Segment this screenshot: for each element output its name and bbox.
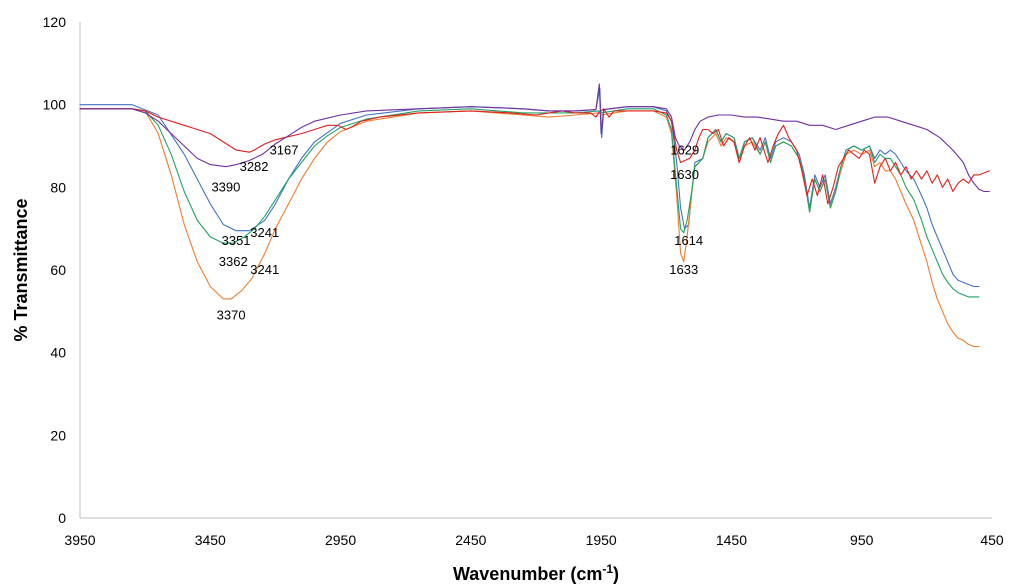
y-tick-labels: 0 20 40 60 80 100 120	[43, 14, 67, 526]
peak-annotations: 3390328231673351324133623241337016291630…	[211, 142, 703, 322]
peak-label: 1614	[674, 233, 703, 248]
series-lines	[79, 83, 990, 348]
peak-label: 3241	[250, 262, 279, 277]
peak-label: 3241	[250, 225, 279, 240]
y-axis-title: % Transmittance	[11, 198, 31, 341]
y-tick-label: 80	[50, 179, 66, 195]
x-tick-label: 950	[850, 532, 874, 548]
x-tick-label: 1950	[586, 532, 617, 548]
peak-label: 1633	[669, 262, 698, 277]
y-tick-label: 0	[58, 510, 66, 526]
y-tick-label: 40	[50, 345, 66, 361]
y-tick-label: 120	[43, 14, 67, 30]
x-tick-label: 2950	[325, 532, 356, 548]
x-tick-label: 3450	[195, 532, 226, 548]
series-line-4	[79, 108, 990, 205]
peak-label: 3282	[240, 159, 269, 174]
y-tick-label: 100	[43, 97, 67, 113]
y-tick-label: 60	[50, 262, 66, 278]
x-tick-label: 2450	[455, 532, 486, 548]
x-tick-labels: 3950 3450 2950 2450 1950 1450 950 450	[64, 532, 1003, 548]
series-line-5	[79, 83, 990, 193]
x-axis-title: Wavenumber (cm-1)	[453, 562, 619, 584]
series-line-2	[79, 108, 980, 348]
peak-label: 3390	[211, 179, 240, 194]
peak-label: 3362	[219, 254, 248, 269]
x-tick-label: 450	[980, 532, 1004, 548]
x-axis-title-main: Wavenumber (cm	[453, 564, 602, 584]
x-tick-label: 1450	[716, 532, 747, 548]
peak-label: 3167	[270, 142, 299, 157]
y-tick-label: 20	[50, 427, 66, 443]
peak-label: 3370	[217, 308, 246, 323]
peak-label: 1630	[670, 167, 699, 182]
peak-label: 1629	[670, 142, 699, 157]
x-axis-title-sup: -1	[602, 562, 613, 576]
x-tick-label: 3950	[64, 532, 95, 548]
peak-label: 3351	[222, 233, 251, 248]
x-axis-title-suffix: )	[613, 564, 619, 584]
